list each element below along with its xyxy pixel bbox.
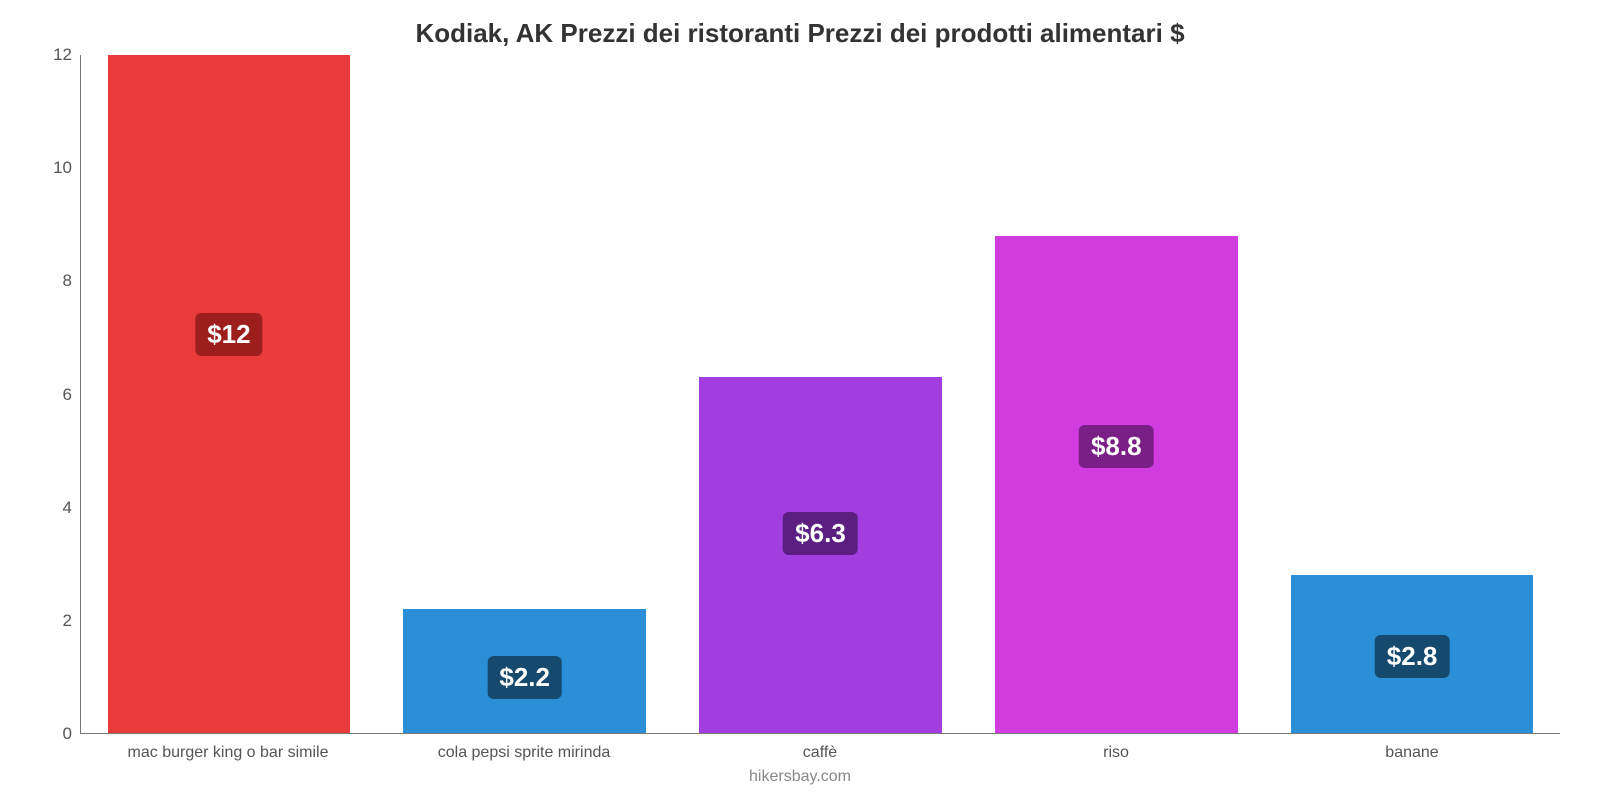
y-tick-label: 2: [63, 611, 72, 631]
bar-value-label: $8.8: [1079, 425, 1154, 468]
bar-slot: $2.2: [377, 55, 673, 733]
bar-slot: $12: [81, 55, 377, 733]
chart-container: Kodiak, AK Prezzi dei ristoranti Prezzi …: [0, 0, 1600, 800]
plot-row: 024681012 $12$2.2$6.3$8.8$2.8: [0, 55, 1600, 734]
bar-value-label: $2.8: [1375, 635, 1450, 678]
bar-slot: $8.8: [968, 55, 1264, 733]
y-tick-label: 6: [63, 385, 72, 405]
bar: $8.8: [995, 236, 1238, 733]
bar-slot: $6.3: [673, 55, 969, 733]
bar-slot: $2.8: [1264, 55, 1560, 733]
bars-group: $12 $2.2 $6.3 $8.8 $2.8: [81, 55, 1560, 733]
bar: $2.2: [403, 609, 646, 733]
y-tick-label: 8: [63, 271, 72, 291]
x-category-label: caffè: [672, 734, 968, 762]
x-category-label: banane: [1264, 734, 1560, 762]
x-category-label: mac burger king o bar simile: [80, 734, 376, 762]
x-axis: mac burger king o bar similecola pepsi s…: [0, 734, 1600, 762]
x-category-label: cola pepsi sprite mirinda: [376, 734, 672, 762]
bar-value-label: $6.3: [783, 512, 858, 555]
y-tick-label: 4: [63, 498, 72, 518]
bar: $2.8: [1291, 575, 1534, 733]
y-tick-label: 10: [53, 158, 72, 178]
bar: $12: [108, 55, 351, 733]
y-axis: 024681012: [40, 55, 80, 734]
x-category-label: riso: [968, 734, 1264, 762]
bar: $6.3: [699, 377, 942, 733]
bar-value-label: $2.2: [487, 656, 562, 699]
chart-title: Kodiak, AK Prezzi dei ristoranti Prezzi …: [0, 0, 1600, 55]
plot-area: $12 $2.2 $6.3 $8.8 $2.8: [80, 55, 1560, 734]
bar-value-label: $12: [195, 313, 262, 356]
y-tick-label: 0: [63, 724, 72, 744]
chart-footer: hikersbay.com: [0, 762, 1600, 800]
y-tick-label: 12: [53, 45, 72, 65]
